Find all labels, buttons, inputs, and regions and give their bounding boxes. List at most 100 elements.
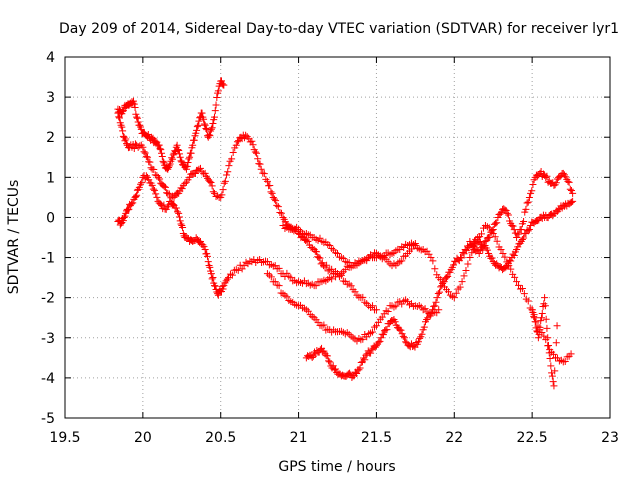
data-point — [552, 339, 560, 347]
data-point — [515, 281, 523, 289]
data-point — [263, 177, 271, 185]
data-point — [535, 330, 543, 338]
data-point — [466, 254, 474, 262]
data-point — [152, 190, 160, 198]
data-point — [268, 189, 276, 197]
data-point — [437, 276, 445, 284]
data-point — [439, 279, 447, 287]
data-point — [200, 115, 208, 123]
data-point — [537, 314, 545, 322]
data-point — [161, 183, 169, 191]
data-point — [270, 195, 278, 203]
data-point — [454, 285, 462, 293]
data-point — [253, 149, 261, 157]
data-point — [153, 172, 161, 180]
plot-frame — [64, 56, 611, 419]
data-point — [186, 173, 194, 181]
data-point — [339, 277, 347, 285]
data-point — [569, 189, 577, 197]
data-point — [214, 87, 222, 95]
data-point — [129, 199, 137, 207]
data-point — [379, 331, 387, 339]
data-point — [368, 346, 376, 354]
data-point — [165, 162, 173, 170]
data-point — [347, 282, 355, 290]
data-point — [467, 240, 475, 248]
chart-title: Day 209 of 2014, Sidereal Day-to-day VTE… — [59, 21, 619, 37]
data-point — [156, 145, 164, 153]
data-point — [516, 285, 524, 293]
data-point — [497, 208, 505, 216]
data-point — [323, 261, 331, 269]
data-point — [472, 239, 480, 247]
data-point — [324, 267, 332, 275]
data-point — [493, 219, 501, 227]
data-point — [196, 164, 204, 172]
data-point — [398, 257, 406, 265]
data-point — [343, 329, 351, 337]
data-point — [154, 173, 162, 181]
data-point — [428, 306, 436, 314]
data-point — [357, 336, 365, 344]
data-point — [168, 155, 176, 163]
data-point — [212, 193, 220, 201]
data-point — [207, 178, 215, 186]
data-point — [328, 245, 336, 253]
data-point — [206, 132, 214, 140]
data-point — [285, 297, 293, 305]
y-tick-label: 2 — [46, 130, 55, 146]
data-point — [531, 318, 539, 326]
data-point — [179, 224, 187, 232]
data-point — [538, 310, 546, 318]
data-point — [341, 258, 349, 266]
data-point — [466, 238, 474, 246]
data-point — [225, 162, 233, 170]
data-point — [224, 168, 232, 176]
data-point — [452, 289, 460, 297]
data-point — [376, 337, 384, 345]
data-point — [276, 208, 284, 216]
data-point — [221, 177, 229, 185]
data-point — [149, 185, 157, 193]
data-point — [199, 241, 207, 249]
data-point — [136, 142, 144, 150]
data-point — [325, 357, 333, 365]
data-point — [372, 322, 380, 330]
data-point — [518, 235, 526, 243]
data-point — [257, 165, 265, 173]
data-point — [520, 290, 528, 298]
data-point — [267, 188, 275, 196]
data-point — [256, 160, 264, 168]
data-point — [536, 323, 544, 331]
data-point — [478, 230, 486, 238]
data-point — [120, 213, 128, 221]
y-tick-label: 0 — [46, 210, 55, 226]
data-point — [427, 254, 435, 262]
data-point — [545, 349, 553, 357]
data-point — [158, 153, 166, 161]
data-point — [263, 270, 271, 278]
data-point — [133, 113, 141, 121]
data-point — [281, 218, 289, 226]
data-point — [507, 265, 515, 273]
x-tick-label: 20 — [134, 430, 152, 446]
data-point — [131, 104, 139, 111]
data-point — [508, 221, 516, 229]
data-point — [433, 294, 441, 302]
data-point — [198, 168, 206, 176]
data-point — [548, 372, 556, 380]
data-point — [559, 169, 567, 177]
data-point — [226, 270, 234, 278]
grid-lines — [65, 57, 610, 418]
data-point — [365, 330, 373, 338]
data-point — [206, 177, 214, 185]
data-point — [461, 246, 469, 254]
data-point — [524, 297, 532, 305]
data-point — [416, 334, 424, 342]
data-point — [254, 155, 262, 163]
data-point — [421, 305, 429, 313]
data-point — [220, 81, 228, 89]
data-point — [302, 306, 310, 314]
data-point — [116, 114, 123, 122]
data-point — [205, 131, 213, 139]
